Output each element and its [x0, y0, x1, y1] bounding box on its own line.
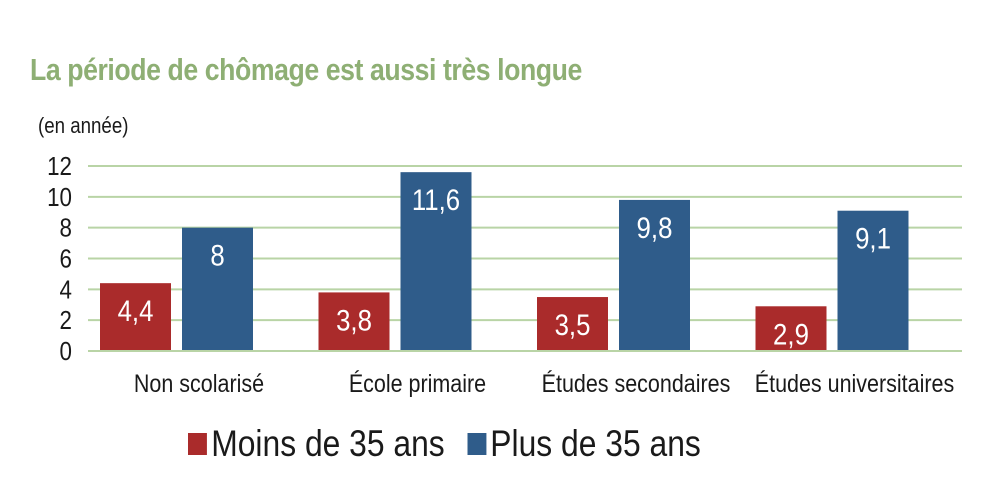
- bar-plus: [837, 210, 909, 351]
- legend: Moins de 35 ans Plus de 35 ans: [188, 420, 723, 468]
- chart-title: La période de chômage est aussi très lon…: [30, 52, 582, 87]
- x-tick-label: Études universitaires: [755, 369, 954, 397]
- bar-plus: [400, 172, 472, 351]
- x-tick-label: École primaire: [349, 369, 486, 397]
- data-label: 4,4: [118, 294, 154, 327]
- y-tick-label: 4: [60, 276, 72, 305]
- legend-label-moins: Moins de 35 ans: [211, 423, 445, 464]
- y-tick-label: 2: [60, 307, 72, 336]
- data-label: 3,5: [555, 308, 591, 341]
- data-label: 2,9: [773, 317, 809, 350]
- legend-item-plus: Plus de 35 ans: [467, 423, 701, 465]
- bar-plus: [182, 227, 253, 351]
- x-tick-label: Non scolarisé: [134, 369, 264, 397]
- bar-moins: [100, 283, 171, 351]
- bar-moins: [318, 292, 390, 351]
- data-label: 9,8: [637, 211, 673, 244]
- legend-item-moins: Moins de 35 ans: [188, 423, 445, 465]
- x-tick-label: Études secondaires: [542, 369, 731, 397]
- bar-moins: [537, 297, 608, 351]
- y-axis-unit-label: (en année): [38, 113, 129, 138]
- y-tick-label: 6: [60, 245, 72, 274]
- legend-swatch-plus: [467, 433, 487, 455]
- y-tick-label: 0: [60, 337, 72, 366]
- data-label: 3,8: [336, 304, 372, 337]
- data-label: 11,6: [412, 183, 460, 216]
- bar-moins: [755, 306, 827, 351]
- bar-plus: [619, 199, 690, 351]
- y-tick-label: 8: [60, 214, 72, 243]
- data-label: 9,1: [855, 222, 891, 255]
- legend-label-plus: Plus de 35 ans: [490, 423, 701, 464]
- y-tick-label: 12: [47, 152, 72, 181]
- legend-swatch-moins: [188, 433, 207, 455]
- data-label: 8: [210, 239, 224, 272]
- y-tick-label: 10: [47, 183, 72, 212]
